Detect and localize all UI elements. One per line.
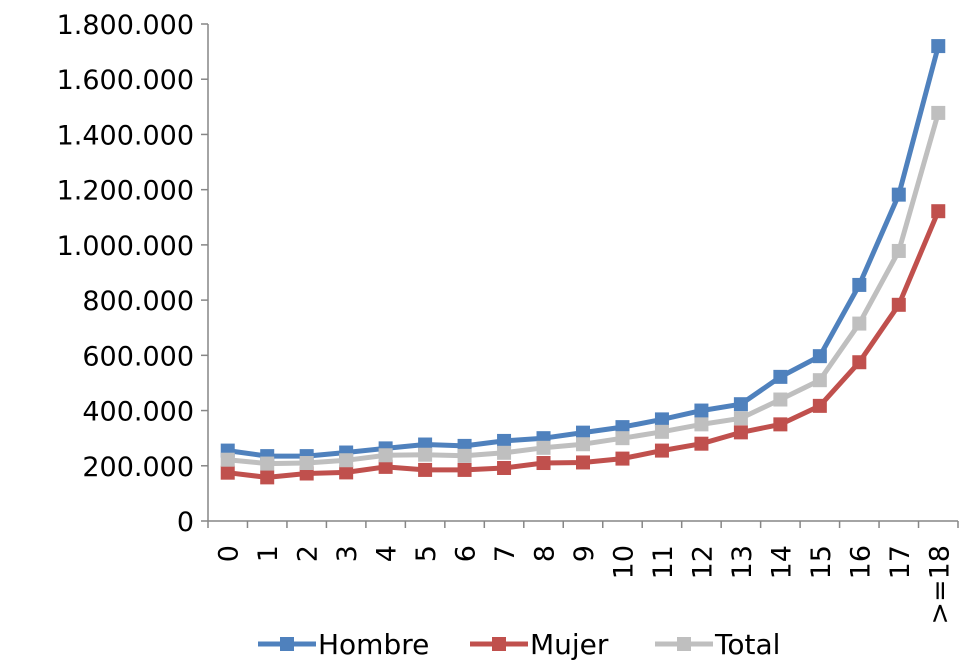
y-tick-label: 200.000	[82, 452, 194, 483]
series-line	[227, 112, 941, 467]
data-point	[418, 462, 433, 477]
y-tick-label: 1.200.000	[57, 176, 194, 207]
data-point	[654, 424, 669, 439]
data-point	[931, 39, 946, 54]
data-point	[299, 456, 314, 471]
x-tick-label: 4	[372, 545, 403, 562]
x-tick-label: 8	[530, 545, 561, 562]
x-tick-label: 7	[490, 545, 521, 562]
data-point	[931, 105, 946, 120]
x-tick-label: 0	[214, 545, 245, 562]
data-point	[576, 455, 590, 470]
x-tick-label: 17	[885, 545, 916, 579]
data-point	[220, 465, 235, 480]
data-point	[733, 425, 748, 440]
y-tick-label: 0	[177, 507, 194, 538]
data-point	[220, 452, 235, 467]
data-point	[497, 433, 512, 448]
data-point	[339, 453, 354, 468]
legend-label: Hombre	[318, 628, 429, 661]
data-point	[536, 440, 551, 455]
data-point	[378, 448, 393, 463]
y-tick-label: 1.400.000	[57, 120, 194, 151]
data-point	[891, 243, 906, 258]
data-point	[694, 436, 709, 451]
data-point	[615, 431, 630, 446]
legend-swatch-marker	[677, 637, 691, 651]
x-tick-label: 1	[253, 545, 284, 562]
data-point	[260, 456, 275, 471]
x-tick-label: 6	[451, 545, 482, 562]
x-tick-label: 9	[569, 545, 600, 562]
legend-label: Mujer	[530, 628, 609, 661]
data-point	[812, 373, 827, 388]
legend-swatch-marker	[280, 637, 294, 651]
data-point	[576, 425, 590, 440]
x-tick-label: 2	[293, 545, 324, 562]
data-point	[615, 420, 630, 435]
y-tick-label: 1.600.000	[57, 65, 194, 96]
data-point	[260, 470, 275, 485]
data-point	[773, 417, 788, 432]
data-point	[931, 204, 946, 219]
data-point	[694, 403, 709, 418]
data-point	[457, 462, 472, 477]
data-point	[497, 460, 512, 475]
data-point	[418, 447, 433, 462]
x-tick-label: 3	[332, 545, 363, 562]
x-tick-label: 13	[727, 545, 758, 579]
legend-label: Total	[714, 628, 780, 661]
data-point	[852, 355, 867, 370]
data-point	[457, 448, 472, 463]
y-tick-label: 800.000	[82, 286, 194, 317]
x-tick-label: 14	[766, 545, 797, 579]
data-point	[339, 465, 354, 480]
series-layer	[220, 39, 946, 485]
legend-item-mujer: Mujer	[470, 628, 609, 661]
series-hombre	[220, 39, 946, 464]
x-tick-label: 10	[608, 545, 639, 579]
data-point	[812, 349, 827, 364]
x-tick-label: 12	[687, 545, 718, 579]
x-tick-label: 11	[648, 545, 679, 579]
legend: Hombre Mujer Total	[258, 628, 780, 661]
data-point	[773, 392, 788, 407]
x-axis: 0 1 2 3 4 5 6 7 8 9 10 11 12 13 14 15 16 17 >=18	[207, 520, 959, 625]
legend-item-total: Total	[655, 628, 780, 661]
data-point	[852, 316, 867, 331]
x-tick-label: 5	[411, 545, 442, 562]
y-tick-label: 1.000.000	[57, 231, 194, 262]
x-tick-label: 16	[845, 545, 876, 579]
y-tick-label: 400.000	[82, 397, 194, 428]
data-point	[733, 411, 748, 426]
data-point	[536, 456, 551, 471]
data-point	[812, 398, 827, 413]
data-point	[497, 445, 512, 460]
data-point	[654, 412, 669, 427]
data-point	[378, 459, 393, 474]
y-axis: 0 200.000 400.000 600.000 800.000 1.000.000 1.…	[57, 10, 209, 538]
data-point	[891, 187, 906, 202]
data-point	[694, 417, 709, 432]
y-tick-label: 1.800.000	[57, 10, 194, 41]
data-point	[852, 277, 867, 292]
legend-item-hombre: Hombre	[258, 628, 429, 661]
x-tick-label: 15	[806, 545, 837, 579]
series-total	[220, 105, 946, 471]
data-point	[576, 437, 590, 452]
data-point	[654, 443, 669, 458]
data-point	[773, 369, 788, 384]
data-point	[615, 451, 630, 466]
series-mujer	[220, 204, 946, 485]
data-point	[891, 297, 906, 312]
legend-swatch-marker	[492, 637, 506, 651]
data-point	[733, 397, 748, 412]
x-tick-label: >=18	[924, 545, 955, 625]
y-tick-label: 600.000	[82, 341, 194, 372]
